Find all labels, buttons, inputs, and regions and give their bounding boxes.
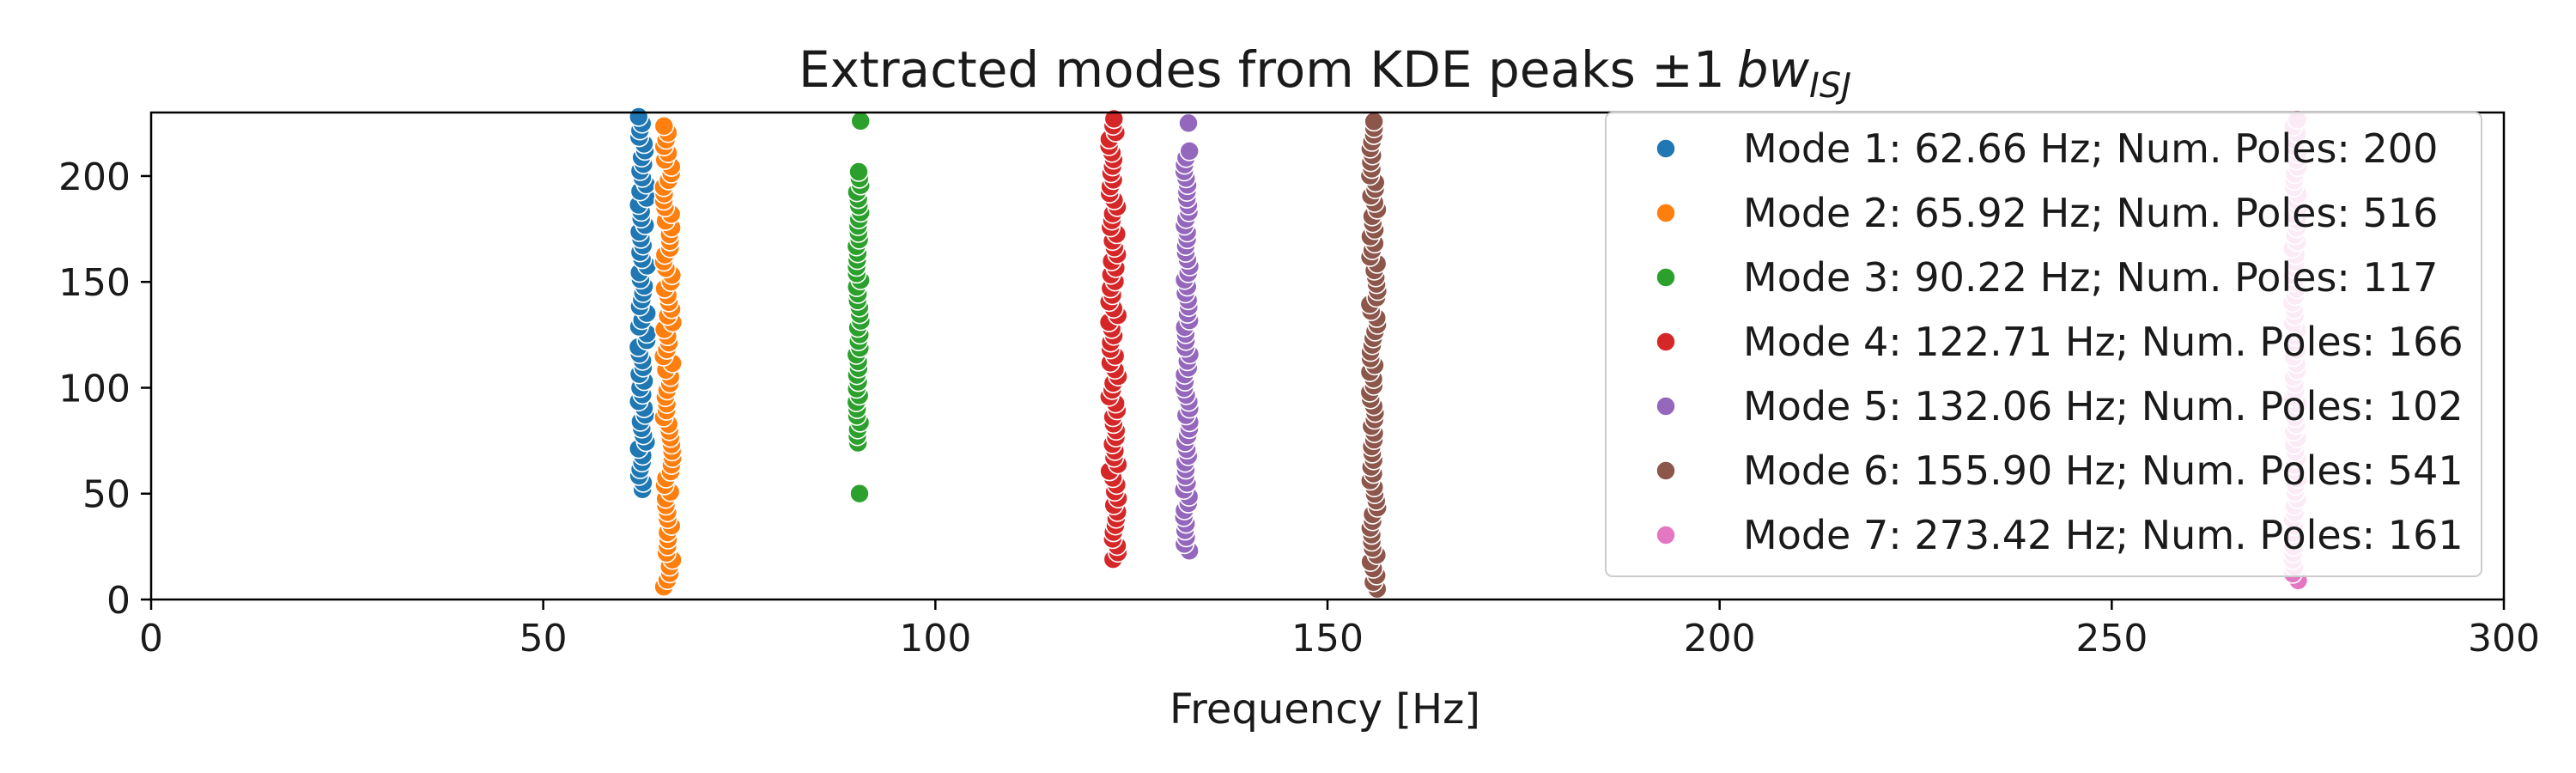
legend-entry-mode-2: Mode 2: 65.92 Hz; Num. Poles: 516	[1743, 190, 2438, 236]
chart-title-text: Extracted modes from KDE peaks ±1	[799, 40, 1725, 99]
chart-title: Extracted modes from KDE peaks ±1 bwISJ	[799, 40, 1851, 106]
y-tick-label: 200	[58, 155, 131, 199]
chart-title-math-sub: ISJ	[1809, 66, 1851, 106]
data-point-mode-6	[1364, 111, 1384, 132]
y-tick-label: 50	[82, 473, 131, 517]
legend: Mode 1: 62.66 Hz; Num. Poles: 200 Mode 2:…	[1605, 112, 2482, 577]
legend-marker-mode-5	[1656, 396, 1676, 417]
x-tick-label: 100	[899, 617, 971, 660]
x-tick-label: 200	[1684, 617, 1756, 660]
x-tick-label: 300	[2468, 617, 2540, 660]
legend-entry-mode-1: Mode 1: 62.66 Hz; Num. Poles: 200	[1743, 125, 2438, 172]
data-point-mode-3	[850, 111, 872, 131]
data-point-mode-4	[1103, 108, 1125, 130]
y-tick-label: 100	[58, 367, 131, 411]
legend-entry-mode-7: Mode 7: 273.42 Hz; Num. Poles: 161	[1743, 512, 2464, 558]
legend-entry-mode-4: Mode 4: 122.71 Hz; Num. Poles: 166	[1743, 319, 2464, 365]
x-tick-label: 0	[139, 617, 163, 660]
x-axis: 0 50 100 150 200 250 300	[139, 600, 2540, 660]
y-axis: 0 50 100 150 200	[58, 155, 151, 623]
legend-marker-mode-6	[1656, 460, 1676, 481]
chart-title-math: bw	[1737, 40, 1810, 99]
legend-entry-mode-5: Mode 5: 132.06 Hz; Num. Poles: 102	[1743, 383, 2464, 429]
data-point-mode-1	[628, 107, 649, 127]
legend-marker-mode-7	[1656, 525, 1676, 545]
data-point-mode-5	[1179, 141, 1200, 161]
y-tick-label: 0	[106, 579, 131, 623]
data-point-mode-2	[653, 116, 675, 137]
data-point-mode-3	[848, 161, 869, 182]
legend-box	[1605, 112, 2482, 577]
data-point-mode-5	[1178, 113, 1199, 134]
y-tick-label: 150	[58, 261, 131, 305]
legend-entry-mode-3: Mode 3: 90.22 Hz; Num. Poles: 117	[1743, 254, 2438, 301]
x-axis-label: Frequency [Hz]	[1170, 685, 1480, 733]
x-tick-label: 50	[519, 617, 568, 660]
legend-entry-mode-6: Mode 6: 155.90 Hz; Num. Poles: 541	[1743, 447, 2464, 494]
legend-marker-mode-2	[1656, 203, 1676, 223]
x-tick-label: 150	[1291, 617, 1364, 660]
data-point-mode-3	[849, 483, 870, 504]
legend-marker-mode-1	[1656, 138, 1676, 159]
legend-marker-mode-3	[1656, 267, 1676, 288]
legend-marker-mode-4	[1656, 332, 1676, 352]
x-tick-label: 250	[2075, 617, 2148, 660]
